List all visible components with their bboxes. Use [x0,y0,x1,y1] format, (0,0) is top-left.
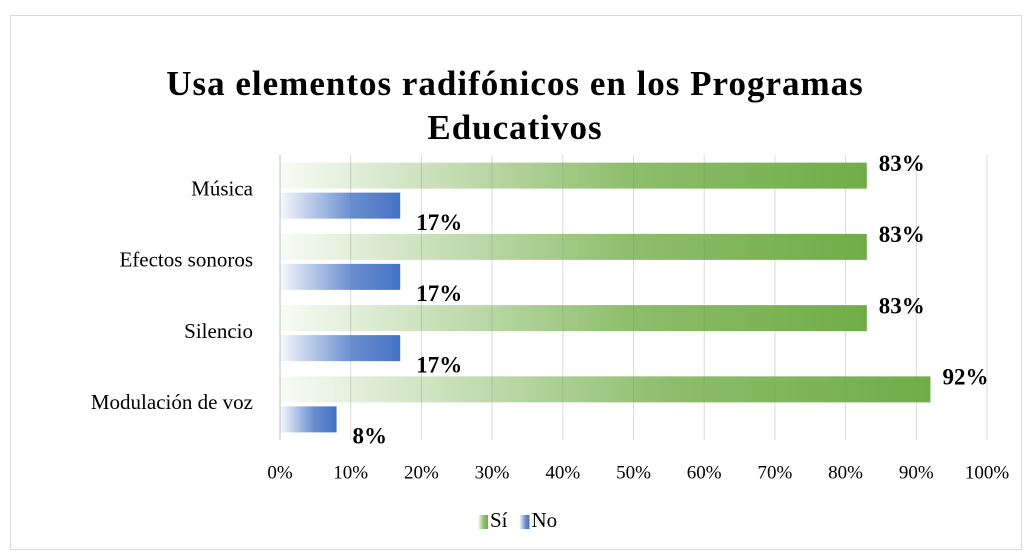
x-tick-label: 10% [333,462,368,483]
legend-swatch [478,515,488,529]
bar [280,406,337,433]
data-label: 17% [416,281,462,306]
bar [280,233,867,260]
data-label: 83% [879,222,925,247]
bar [280,162,867,189]
chart-title: Usa elementos radifónicos en los Program… [166,64,864,147]
data-label: 17% [416,352,462,377]
data-label: 8% [353,424,388,449]
x-tick-label: 100% [965,462,1010,483]
chart-frame [10,15,1022,550]
bar [280,335,401,362]
y-tick-label: Silencio [184,319,253,343]
bar [280,263,401,290]
x-tick-label: 40% [545,462,580,483]
data-label: 83% [879,151,925,176]
x-tick-label: 80% [828,462,863,483]
legend-label: No [532,508,558,532]
bar [280,376,931,403]
x-tick-label: 70% [757,462,792,483]
x-tick-label: 60% [687,462,722,483]
x-tick-label: 20% [404,462,439,483]
legend-swatch [519,515,530,529]
data-label: 92% [942,365,988,390]
x-tick-label: 90% [899,462,934,483]
x-tick-label: 0% [267,462,293,483]
y-tick-label: Efectos sonoros [119,248,253,272]
bar [280,192,401,219]
bar [280,305,867,332]
data-label: 83% [879,293,925,318]
legend-label: Sí [490,508,508,532]
x-tick-label: 30% [475,462,510,483]
y-tick-label: Modulación de voz [91,390,253,414]
x-tick-label: 50% [616,462,651,483]
data-label: 17% [416,210,462,235]
y-tick-label: Música [191,176,254,200]
